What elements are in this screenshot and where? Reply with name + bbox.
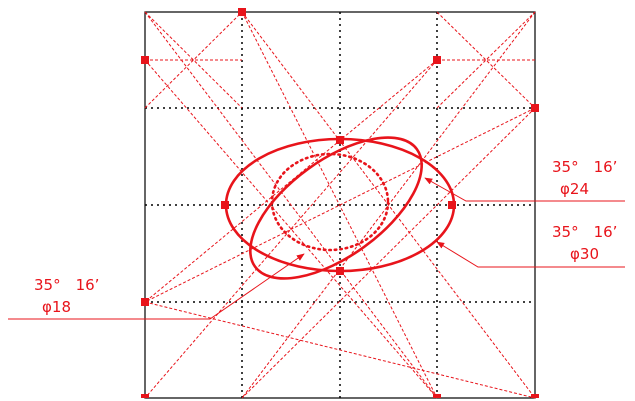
leaders (8, 177, 625, 320)
construction-lines (144, 11, 536, 399)
label-phi24-angle: 35° 16’ (552, 158, 617, 176)
point-top (238, 8, 246, 16)
point-ellipse-right (448, 201, 456, 209)
leader-phi30 (436, 241, 625, 268)
label-phi18-angle: 35° 16’ (34, 276, 99, 294)
label-phi24-diameter: φ24 (560, 180, 589, 198)
point-upper-left (141, 56, 149, 64)
point-lower-left (141, 298, 149, 306)
ellipse-phi24 (249, 136, 423, 280)
point-bottom-left (141, 394, 149, 398)
leader-phi24 (424, 177, 625, 202)
ellipse-phi18 (270, 152, 390, 252)
point-upper-right (433, 56, 441, 64)
label-phi18-diameter: φ18 (42, 298, 71, 316)
label-phi30-angle: 35° 16’ (552, 223, 617, 241)
leader-phi18 (8, 253, 305, 320)
label-phi30-diameter: φ30 (570, 245, 599, 263)
point-bottom-right (531, 394, 539, 398)
point-right (531, 104, 539, 112)
point-bottom-mid (433, 394, 441, 398)
ellipses (224, 136, 456, 280)
ellipse-phi30 (224, 137, 456, 273)
